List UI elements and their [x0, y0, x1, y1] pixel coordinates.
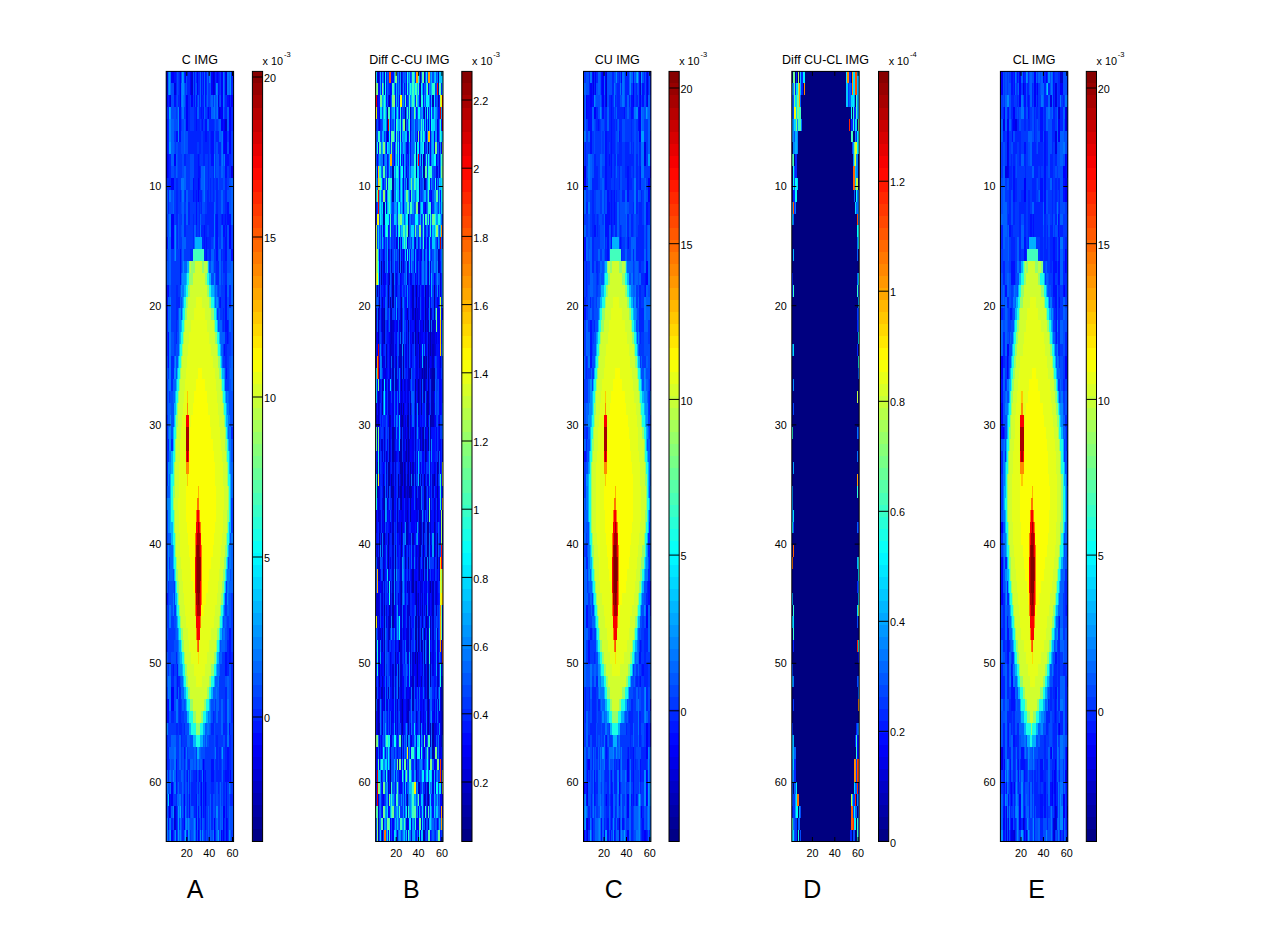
svg-text:15: 15	[681, 239, 693, 251]
svg-text:60: 60	[644, 847, 656, 859]
svg-text:40: 40	[1037, 847, 1049, 859]
svg-text:1.2: 1.2	[473, 436, 488, 448]
svg-text:10: 10	[983, 180, 995, 192]
svg-text:50: 50	[775, 657, 787, 669]
svg-text:x 10: x 10	[679, 55, 699, 67]
svg-text:0: 0	[1098, 706, 1104, 718]
svg-text:5: 5	[264, 552, 270, 564]
svg-text:50: 50	[149, 657, 161, 669]
svg-text:20: 20	[264, 72, 276, 84]
svg-text:x 10: x 10	[1097, 55, 1117, 67]
svg-text:20: 20	[983, 300, 995, 312]
svg-text:2: 2	[473, 163, 479, 175]
svg-text:1.6: 1.6	[473, 300, 488, 312]
svg-text:10: 10	[775, 180, 787, 192]
svg-text:0.2: 0.2	[473, 777, 488, 789]
svg-text:20: 20	[181, 847, 193, 859]
svg-text:2.2: 2.2	[473, 95, 488, 107]
svg-text:40: 40	[149, 538, 161, 550]
svg-text:10: 10	[149, 180, 161, 192]
svg-text:A: A	[187, 875, 204, 903]
svg-text:0: 0	[264, 712, 270, 724]
svg-text:40: 40	[359, 538, 371, 550]
svg-text:20: 20	[359, 300, 371, 312]
svg-text:40: 40	[203, 847, 215, 859]
svg-text:60: 60	[852, 847, 864, 859]
svg-text:60: 60	[566, 776, 578, 788]
svg-text:x 10: x 10	[472, 55, 492, 67]
svg-text:0.8: 0.8	[473, 573, 488, 585]
svg-text:60: 60	[983, 776, 995, 788]
svg-text:60: 60	[775, 776, 787, 788]
svg-text:Diff C-CU IMG: Diff C-CU IMG	[369, 53, 449, 67]
svg-text:20: 20	[806, 847, 818, 859]
svg-text:-3: -3	[701, 50, 708, 59]
svg-text:20: 20	[1098, 83, 1110, 95]
svg-text:-3: -3	[1118, 50, 1125, 59]
svg-text:30: 30	[149, 419, 161, 431]
svg-text:Diff CU-CL IMG: Diff CU-CL IMG	[782, 53, 869, 67]
svg-text:60: 60	[149, 776, 161, 788]
svg-text:C: C	[605, 875, 623, 903]
svg-text:20: 20	[566, 300, 578, 312]
svg-text:D: D	[803, 875, 821, 903]
svg-text:1.8: 1.8	[473, 232, 488, 244]
svg-text:60: 60	[436, 847, 448, 859]
svg-text:40: 40	[413, 847, 425, 859]
svg-text:20: 20	[390, 847, 402, 859]
svg-text:1: 1	[890, 286, 896, 298]
svg-text:E: E	[1028, 875, 1045, 903]
svg-text:0: 0	[890, 837, 896, 849]
svg-text:5: 5	[1098, 550, 1104, 562]
svg-text:60: 60	[1061, 847, 1073, 859]
svg-text:10: 10	[359, 180, 371, 192]
svg-text:1.2: 1.2	[890, 176, 905, 188]
svg-text:20: 20	[681, 83, 693, 95]
svg-text:20: 20	[775, 300, 787, 312]
svg-text:10: 10	[566, 180, 578, 192]
svg-text:CU IMG: CU IMG	[595, 53, 640, 67]
svg-text:50: 50	[566, 657, 578, 669]
svg-text:15: 15	[264, 232, 276, 244]
svg-text:0.2: 0.2	[890, 726, 905, 738]
svg-text:x 10: x 10	[263, 55, 283, 67]
svg-text:10: 10	[264, 392, 276, 404]
svg-text:50: 50	[983, 657, 995, 669]
svg-text:0.6: 0.6	[890, 506, 905, 518]
svg-text:C IMG: C IMG	[182, 53, 218, 67]
svg-text:30: 30	[359, 419, 371, 431]
svg-text:40: 40	[566, 538, 578, 550]
svg-text:40: 40	[983, 538, 995, 550]
svg-text:x 10: x 10	[889, 55, 909, 67]
svg-text:60: 60	[226, 847, 238, 859]
svg-text:20: 20	[149, 300, 161, 312]
svg-text:10: 10	[1098, 395, 1110, 407]
svg-text:40: 40	[829, 847, 841, 859]
svg-text:0.8: 0.8	[890, 396, 905, 408]
svg-text:CL IMG: CL IMG	[1013, 53, 1056, 67]
svg-text:20: 20	[1015, 847, 1027, 859]
svg-text:0.4: 0.4	[473, 709, 488, 721]
svg-text:50: 50	[359, 657, 371, 669]
svg-text:15: 15	[1098, 239, 1110, 251]
svg-text:B: B	[403, 875, 420, 903]
svg-text:60: 60	[359, 776, 371, 788]
svg-text:-3: -3	[493, 50, 500, 59]
svg-text:1: 1	[473, 504, 479, 516]
svg-text:1.4: 1.4	[473, 368, 488, 380]
svg-text:-4: -4	[910, 50, 917, 59]
svg-text:40: 40	[775, 538, 787, 550]
svg-text:20: 20	[598, 847, 610, 859]
svg-text:10: 10	[681, 395, 693, 407]
svg-text:0.6: 0.6	[473, 641, 488, 653]
svg-text:0: 0	[681, 706, 687, 718]
svg-text:-3: -3	[284, 50, 291, 59]
svg-text:30: 30	[775, 419, 787, 431]
svg-text:30: 30	[983, 419, 995, 431]
svg-text:30: 30	[566, 419, 578, 431]
svg-text:5: 5	[681, 550, 687, 562]
svg-text:0.4: 0.4	[890, 616, 905, 628]
svg-text:40: 40	[620, 847, 632, 859]
